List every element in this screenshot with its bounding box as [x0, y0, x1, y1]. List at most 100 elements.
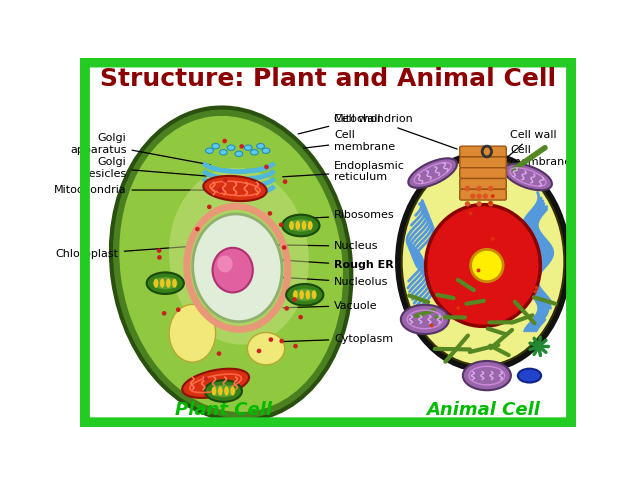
- Text: Mitochondria: Mitochondria: [54, 185, 207, 195]
- Ellipse shape: [111, 108, 351, 420]
- Ellipse shape: [292, 288, 317, 301]
- Ellipse shape: [308, 221, 312, 230]
- FancyBboxPatch shape: [460, 146, 506, 157]
- Ellipse shape: [118, 114, 344, 413]
- Text: Chloroplast: Chloroplast: [56, 246, 189, 259]
- Ellipse shape: [262, 148, 270, 154]
- Text: Plant Cell: Plant Cell: [175, 401, 272, 419]
- Ellipse shape: [402, 158, 564, 366]
- Ellipse shape: [224, 386, 229, 396]
- Ellipse shape: [212, 248, 253, 292]
- Ellipse shape: [239, 144, 244, 149]
- Ellipse shape: [504, 164, 552, 190]
- Text: Ribosomes: Ribosomes: [286, 210, 395, 220]
- Ellipse shape: [477, 268, 481, 272]
- Ellipse shape: [300, 290, 304, 300]
- Ellipse shape: [476, 186, 482, 191]
- Ellipse shape: [534, 286, 538, 290]
- Ellipse shape: [470, 193, 476, 199]
- Ellipse shape: [230, 386, 235, 396]
- Ellipse shape: [293, 290, 298, 300]
- Text: Cell wall: Cell wall: [298, 114, 381, 134]
- Ellipse shape: [204, 377, 209, 381]
- Ellipse shape: [157, 255, 162, 260]
- Ellipse shape: [220, 150, 227, 155]
- Text: Mitochondrion: Mitochondrion: [333, 114, 457, 149]
- Text: Nucleus: Nucleus: [269, 241, 379, 251]
- Ellipse shape: [488, 201, 492, 204]
- Ellipse shape: [491, 194, 495, 198]
- Ellipse shape: [212, 144, 220, 149]
- Ellipse shape: [289, 221, 294, 230]
- Ellipse shape: [212, 386, 216, 396]
- Ellipse shape: [268, 211, 272, 216]
- Ellipse shape: [218, 188, 223, 193]
- FancyBboxPatch shape: [460, 189, 506, 200]
- Ellipse shape: [282, 215, 319, 236]
- Ellipse shape: [289, 219, 313, 232]
- Ellipse shape: [488, 201, 493, 206]
- Ellipse shape: [298, 315, 303, 320]
- FancyBboxPatch shape: [460, 179, 506, 189]
- Ellipse shape: [483, 193, 488, 199]
- Text: Vacuole: Vacuole: [283, 300, 378, 311]
- Ellipse shape: [465, 201, 470, 206]
- Text: Golgi
vesicles: Golgi vesicles: [83, 157, 215, 179]
- Ellipse shape: [491, 237, 495, 240]
- Ellipse shape: [286, 284, 323, 306]
- Ellipse shape: [488, 186, 493, 191]
- Text: Golgi
apparatus: Golgi apparatus: [70, 133, 211, 165]
- Ellipse shape: [162, 311, 166, 316]
- Text: Rough ER: Rough ER: [273, 260, 394, 271]
- Ellipse shape: [193, 214, 282, 322]
- FancyBboxPatch shape: [460, 168, 506, 179]
- Ellipse shape: [169, 168, 308, 345]
- Ellipse shape: [227, 145, 235, 150]
- Ellipse shape: [205, 380, 242, 402]
- Ellipse shape: [160, 278, 164, 288]
- Ellipse shape: [204, 176, 267, 201]
- Ellipse shape: [217, 255, 233, 273]
- Ellipse shape: [312, 290, 316, 300]
- Ellipse shape: [248, 333, 285, 365]
- Ellipse shape: [533, 290, 537, 294]
- Ellipse shape: [296, 221, 300, 230]
- Ellipse shape: [465, 186, 470, 191]
- Text: Cell wall: Cell wall: [504, 130, 557, 160]
- Text: Animal Cell: Animal Cell: [426, 401, 540, 419]
- Ellipse shape: [468, 212, 472, 216]
- Text: Cytoplasm: Cytoplasm: [259, 334, 394, 344]
- Ellipse shape: [166, 278, 171, 288]
- Ellipse shape: [154, 278, 158, 288]
- Ellipse shape: [269, 337, 273, 342]
- Ellipse shape: [235, 151, 243, 156]
- Ellipse shape: [305, 290, 310, 300]
- Ellipse shape: [463, 361, 511, 390]
- Ellipse shape: [223, 178, 228, 182]
- Ellipse shape: [408, 158, 457, 188]
- Ellipse shape: [222, 139, 227, 144]
- Ellipse shape: [218, 386, 223, 396]
- Ellipse shape: [216, 351, 221, 356]
- Ellipse shape: [264, 165, 269, 169]
- Ellipse shape: [147, 273, 184, 294]
- Text: Cell
membrane: Cell membrane: [510, 145, 572, 175]
- Ellipse shape: [429, 324, 433, 327]
- Ellipse shape: [518, 369, 541, 383]
- Ellipse shape: [207, 204, 212, 209]
- Ellipse shape: [257, 348, 261, 353]
- Ellipse shape: [293, 344, 298, 348]
- Ellipse shape: [211, 385, 236, 397]
- Ellipse shape: [476, 193, 482, 199]
- Ellipse shape: [257, 144, 264, 149]
- Ellipse shape: [282, 245, 287, 250]
- Ellipse shape: [157, 248, 161, 253]
- Ellipse shape: [250, 150, 259, 155]
- Ellipse shape: [283, 180, 287, 184]
- Ellipse shape: [280, 339, 284, 343]
- Ellipse shape: [172, 278, 177, 288]
- Ellipse shape: [182, 369, 249, 398]
- Text: Cell
membrane: Cell membrane: [303, 130, 396, 152]
- Text: Structure: Plant and Animal Cell: Structure: Plant and Animal Cell: [100, 67, 556, 91]
- Ellipse shape: [301, 221, 307, 230]
